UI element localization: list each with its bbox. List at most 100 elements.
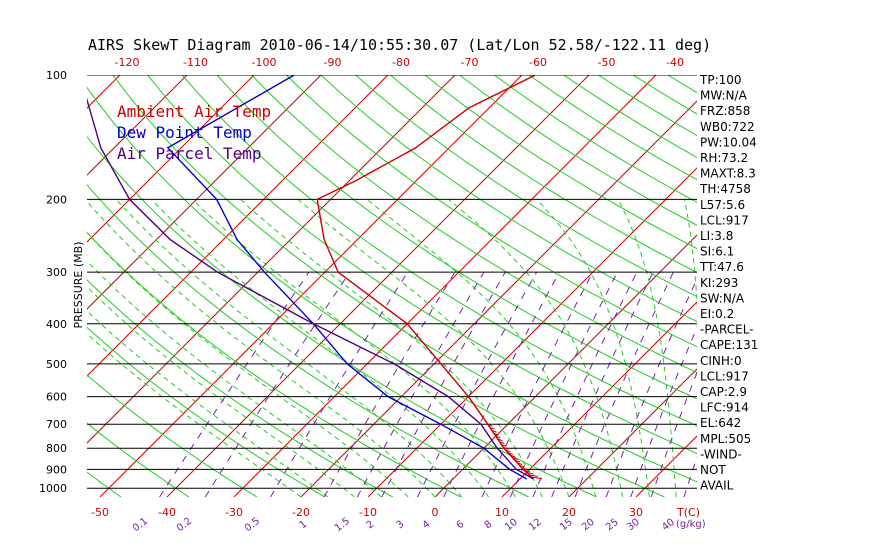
mixing-ratio-line — [630, 326, 697, 497]
mixing-ratio-line — [509, 271, 618, 497]
isotherm-line — [568, 368, 697, 497]
top-temp-tick-label: -50 — [598, 56, 616, 69]
top-temp-tick-label: -100 — [252, 56, 277, 69]
plot-area — [0, 75, 870, 497]
stat-line: LFC:914 — [700, 401, 749, 415]
pressure-tick-label: 300 — [46, 266, 67, 279]
dry-adiabat-line — [87, 184, 529, 497]
mixing-ratio-tick-label: 0.2 — [175, 516, 194, 534]
dry-adiabat-line — [87, 374, 258, 497]
legend-entry: Dew Point Temp — [117, 123, 252, 142]
moist-adiabat-line — [87, 286, 355, 497]
bottom-temp-tick-label: 20 — [562, 506, 576, 519]
mixing-ratio-tick-label: 3 — [395, 519, 407, 532]
dry-adiabat-line — [320, 75, 697, 323]
isotherm-line — [501, 301, 697, 497]
pressure-tick-label: 700 — [46, 418, 67, 431]
mixing-ratio-tick-label: 20 — [580, 517, 597, 534]
stat-line: AVAIL — [700, 479, 734, 493]
moist-adiabat-line — [191, 199, 516, 497]
pressure-tick-label: 100 — [46, 69, 67, 82]
mixing-ratio-line — [381, 271, 506, 497]
mixing-ratio-tick-label: 0.5 — [243, 516, 262, 534]
stat-line: MAXT:8.3 — [700, 167, 756, 181]
stat-line: LCL:917 — [700, 369, 749, 383]
bottom-temp-tick-label: 30 — [629, 506, 643, 519]
series-line-air-parcel-temp — [87, 97, 534, 480]
mixing-ratio-tick-label: 15 — [558, 517, 575, 534]
isotherm-line — [233, 75, 657, 497]
top-temp-tick-label: -120 — [115, 56, 140, 69]
dry-adiabat-line — [87, 86, 665, 497]
stat-line: FRZ:858 — [700, 104, 750, 118]
mixing-ratio-tick-label: 4 — [421, 519, 433, 532]
mixing-ratio-line — [574, 271, 674, 497]
mixing-ratio-line — [551, 271, 654, 497]
dry-adiabat-line — [389, 75, 697, 274]
mixing-ratio-line — [416, 271, 537, 497]
dry-adiabat-line — [459, 75, 697, 226]
dry-adiabat-line — [355, 75, 697, 298]
stat-line: TP:100 — [699, 73, 742, 87]
moist-adiabat-line — [617, 199, 677, 497]
isotherm-line — [87, 75, 121, 109]
isotherm-line — [99, 75, 523, 497]
mixing-ratio-line — [532, 271, 638, 497]
pressure-tick-label: 200 — [46, 193, 67, 206]
moist-adiabat-line — [150, 199, 490, 497]
moist-adiabat-line — [240, 199, 543, 497]
cape-hatch — [528, 474, 538, 477]
top-temp-tick-label: -80 — [392, 56, 410, 69]
stat-line: TT:47.6 — [699, 260, 744, 274]
bottom-temp-tick-label: -20 — [292, 506, 310, 519]
series-line-dew-point-temp — [166, 75, 528, 480]
top-temp-tick-label: -40 — [666, 56, 684, 69]
moist-adiabat-line — [87, 200, 436, 497]
dry-adiabat-line — [841, 75, 870, 497]
bottom-temp-tick-label: -10 — [359, 506, 377, 519]
mixing-ratio-line — [605, 277, 697, 497]
stat-line: CAP:2.9 — [700, 385, 747, 399]
pressure-tick-label: 400 — [46, 318, 67, 331]
stat-line: EL:642 — [700, 416, 741, 430]
bottom-temp-tick-label: 10 — [495, 506, 509, 519]
dry-adiabat-line — [667, 75, 697, 94]
top-temp-tick-label: -110 — [183, 56, 208, 69]
bottom-temp-tick-label: -50 — [91, 506, 109, 519]
mixing-ratio-tick-label: 12 — [527, 517, 544, 534]
dry-adiabat-line — [181, 75, 697, 427]
top-temp-tick-label: -60 — [529, 56, 547, 69]
legend-entry: Air Parcel Temp — [117, 144, 262, 163]
dry-adiabat-line — [251, 75, 697, 374]
moist-adiabat-line — [87, 232, 409, 497]
mixing-ratio-line — [356, 271, 485, 497]
isotherm-line — [0, 75, 53, 497]
top-temp-tick-label: -90 — [324, 56, 342, 69]
mixing-ratio-line — [159, 271, 310, 497]
mixing-ratio-line — [481, 271, 594, 497]
mixing-ratio-tick-label: 1.5 — [333, 516, 352, 534]
dry-adiabat-line — [112, 75, 697, 483]
moist-adiabat-line — [297, 199, 570, 497]
mixing-ratio-line — [204, 271, 351, 497]
stat-line: CINH:0 — [700, 354, 742, 368]
mixing-ratio-tick-label: 30 — [625, 517, 642, 534]
bottom-temp-tick-label: -30 — [225, 506, 243, 519]
stat-line: CAPE:131 — [700, 338, 758, 352]
mixing-ratio-tick-label: 2 — [365, 519, 377, 532]
dry-adiabat-line — [737, 75, 870, 497]
mixing-ratio-tick-label: 8 — [483, 519, 495, 532]
stat-line: KI:293 — [700, 276, 738, 290]
stat-line: TH:4758 — [699, 182, 751, 196]
isotherm-line — [87, 75, 255, 243]
mixing-ratio-tick-label: 10 — [503, 517, 520, 534]
series-line-ambient-air-temp — [316, 75, 536, 480]
stat-line: SW:N/A — [700, 291, 745, 305]
moist-adiabat-line — [87, 260, 382, 497]
stat-line: EI:0.2 — [700, 307, 734, 321]
mixing-unit-label: (g/kg) — [676, 519, 706, 530]
stat-line: WB0:722 — [700, 120, 755, 134]
moist-adiabat-line — [115, 199, 463, 497]
stat-line: MW:N/A — [700, 89, 748, 103]
bottom-temp-tick-label: 0 — [432, 506, 439, 519]
